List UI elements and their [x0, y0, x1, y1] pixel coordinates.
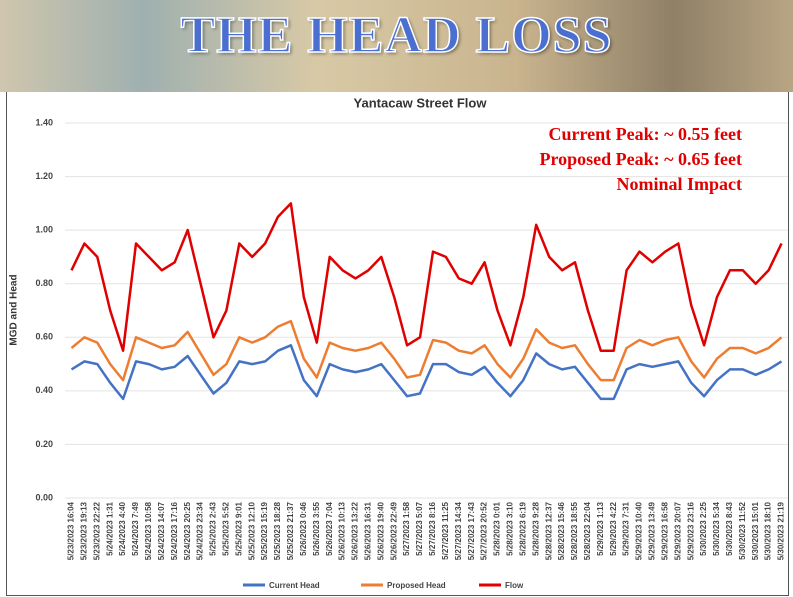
y-tick-label: 0.60 [35, 332, 53, 342]
x-tick-label: 5/23/2023 22:22 [92, 501, 101, 560]
x-tick-label: 5/26/2023 13:22 [351, 501, 360, 560]
x-tick-label: 5/27/2023 14:34 [454, 501, 463, 560]
x-tick-label: 5/27/2023 1:58 [402, 501, 411, 555]
annotation: Proposed Peak: ~ 0.65 feet [540, 149, 743, 169]
y-tick-label: 0.40 [35, 385, 53, 395]
y-axis-label: MGD and Head [9, 274, 20, 345]
x-tick-label: 5/26/2023 7:04 [325, 501, 334, 555]
x-tick-label: 5/29/2023 23:16 [686, 501, 695, 560]
chart-title: Yantacaw Street Flow [354, 95, 488, 110]
series-line [70, 202, 783, 352]
x-tick-label: 5/26/2023 22:49 [389, 501, 398, 560]
x-tick-label: 5/25/2023 21:37 [286, 501, 295, 560]
x-tick-label: 5/28/2023 3:10 [506, 501, 515, 555]
x-tick-label: 5/30/2023 2:25 [699, 501, 708, 555]
x-tick-label: 5/24/2023 7:49 [131, 501, 140, 555]
x-tick-label: 5/25/2023 18:28 [273, 501, 282, 560]
x-tick-label: 5/26/2023 10:13 [338, 501, 347, 560]
x-tick-label: 5/29/2023 10:40 [635, 501, 644, 560]
x-tick-label: 5/30/2023 15:01 [751, 501, 760, 560]
x-tick-label: 5/24/2023 14:07 [157, 501, 166, 560]
x-tick-label: 5/25/2023 2:43 [209, 501, 218, 555]
x-tick-label: 5/30/2023 18:10 [764, 501, 773, 560]
x-tick-label: 5/29/2023 1:13 [596, 501, 605, 555]
x-tick-label: 5/25/2023 15:19 [260, 501, 269, 560]
chart-frame [6, 92, 789, 596]
y-tick-label: 0.20 [35, 439, 53, 449]
x-tick-label: 5/23/2023 16:04 [67, 501, 76, 560]
x-tick-label: 5/25/2023 5:52 [221, 501, 230, 555]
x-tick-label: 5/25/2023 9:01 [234, 501, 243, 555]
x-tick-label: 5/30/2023 8:43 [725, 501, 734, 555]
x-tick-label: 5/30/2023 11:52 [738, 501, 747, 559]
x-tick-label: 5/24/2023 10:58 [144, 501, 153, 560]
x-tick-label: 5/28/2023 9:28 [531, 501, 540, 555]
y-tick-label: 1.40 [35, 117, 53, 127]
x-tick-label: 5/24/2023 20:25 [183, 501, 192, 560]
legend-label: Flow [505, 581, 524, 590]
x-tick-label: 5/28/2023 12:37 [544, 501, 553, 560]
x-tick-label: 5/29/2023 4:22 [609, 501, 618, 555]
x-tick-label: 5/24/2023 23:34 [196, 501, 205, 560]
x-tick-label: 5/27/2023 20:52 [480, 501, 489, 560]
series-line [70, 344, 783, 401]
x-tick-label: 5/28/2023 22:04 [583, 501, 592, 560]
x-tick-label: 5/29/2023 13:49 [648, 501, 657, 560]
x-tick-label: 5/27/2023 11:25 [441, 501, 450, 559]
x-tick-label: 5/30/2023 21:19 [777, 501, 786, 560]
x-tick-label: 5/24/2023 1:31 [105, 501, 114, 555]
x-tick-label: 5/27/2023 8:16 [428, 501, 437, 555]
y-tick-label: 0.80 [35, 278, 53, 288]
banner: THE HEAD LOSS [0, 0, 793, 92]
legend-label: Proposed Head [387, 581, 446, 590]
x-tick-label: 5/25/2023 12:10 [247, 501, 256, 560]
y-tick-label: 1.00 [35, 225, 53, 235]
legend-label: Current Head [269, 581, 320, 590]
x-tick-label: 5/29/2023 16:58 [660, 501, 669, 560]
series-line [70, 319, 783, 382]
x-tick-label: 5/26/2023 16:31 [364, 501, 373, 560]
x-tick-label: 5/28/2023 15:46 [557, 501, 566, 560]
annotation: Current Peak: ~ 0.55 feet [549, 124, 742, 144]
x-tick-label: 5/28/2023 18:55 [570, 501, 579, 560]
x-tick-label: 5/29/2023 20:07 [673, 501, 682, 560]
x-tick-label: 5/24/2023 4:40 [118, 501, 127, 555]
x-tick-label: 5/26/2023 0:46 [299, 501, 308, 555]
annotation: Nominal Impact [617, 174, 743, 194]
x-tick-label: 5/28/2023 0:01 [493, 501, 502, 555]
y-tick-label: 0.00 [35, 492, 53, 502]
slide-title: THE HEAD LOSS [180, 6, 613, 65]
x-tick-label: 5/26/2023 3:55 [312, 501, 321, 555]
x-tick-label: 5/27/2023 17:43 [467, 501, 476, 560]
x-tick-label: 5/27/2023 5:07 [415, 501, 424, 555]
x-tick-label: 5/29/2023 7:31 [622, 501, 631, 555]
x-tick-label: 5/26/2023 19:40 [376, 501, 385, 560]
y-tick-label: 1.20 [35, 171, 53, 181]
x-tick-label: 5/24/2023 17:16 [170, 501, 179, 560]
x-tick-label: 5/23/2023 19:13 [79, 501, 88, 560]
x-tick-label: 5/28/2023 6:19 [518, 501, 527, 555]
x-tick-label: 5/30/2023 5:34 [712, 501, 721, 555]
